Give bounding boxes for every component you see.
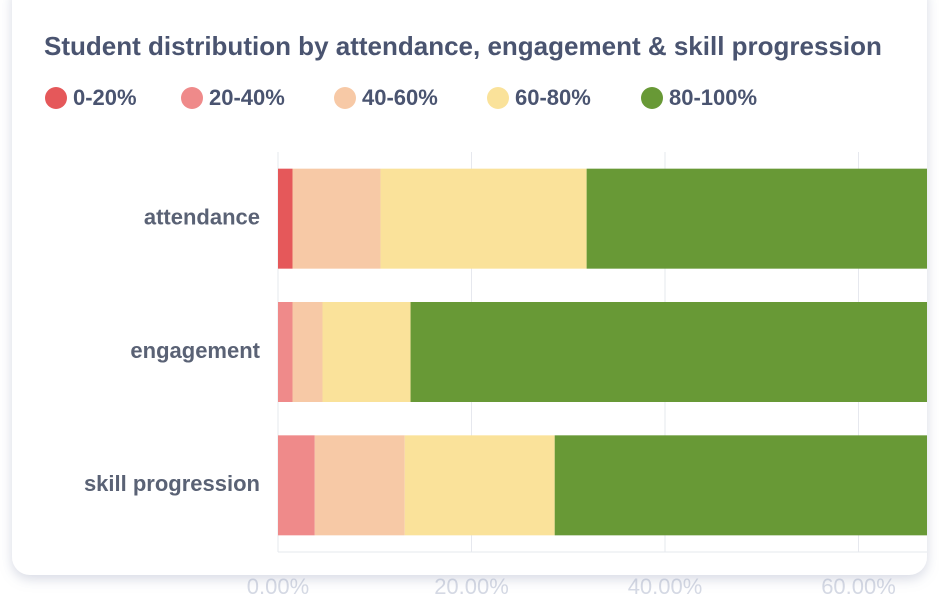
chart-title: Student distribution by attendance, enga… xyxy=(44,31,882,61)
bar-segment xyxy=(292,168,381,269)
legend-label: 40-60% xyxy=(362,85,438,110)
bars xyxy=(278,168,927,536)
bar-segment xyxy=(292,302,323,402)
y-axis: attendance engagement skill progression xyxy=(84,204,261,496)
legend-label: 60-80% xyxy=(515,85,591,110)
x-axis-ticks: 0.00% 20.00% 40.00% 60.00% xyxy=(247,574,896,597)
legend-swatch xyxy=(487,87,509,109)
bar-segment xyxy=(322,302,411,402)
bar-segment xyxy=(410,302,927,402)
card-content: Student distribution by attendance, enga… xyxy=(44,31,927,553)
card xyxy=(12,0,927,575)
legend-label: 0-20% xyxy=(73,85,137,110)
bar-segment xyxy=(314,435,405,536)
legend-swatch xyxy=(45,87,67,109)
x-tick-label: 60.00% xyxy=(821,574,896,597)
y-tick-label: skill progression xyxy=(84,471,260,496)
legend-swatch xyxy=(641,87,663,109)
legend-swatch xyxy=(181,87,203,109)
bar-segment xyxy=(380,168,587,269)
y-tick-label: attendance xyxy=(144,204,260,229)
x-tick-label: 40.00% xyxy=(628,574,703,597)
x-tick-label: 0.00% xyxy=(247,574,309,597)
bar-segment xyxy=(278,168,293,269)
y-tick-label: engagement xyxy=(130,338,260,363)
legend-label: 80-100% xyxy=(669,85,757,110)
legend-swatch xyxy=(334,87,356,109)
legend: 0-20% 20-40% 40-60% 60-80% 80-100% xyxy=(45,85,757,110)
bar-segment xyxy=(404,435,555,536)
bar-segment xyxy=(554,435,927,536)
bar-segment xyxy=(278,302,293,402)
bar-segment xyxy=(278,435,315,536)
x-tick-label: 20.00% xyxy=(434,574,509,597)
bar-segment xyxy=(586,168,927,269)
legend-label: 20-40% xyxy=(209,85,285,110)
